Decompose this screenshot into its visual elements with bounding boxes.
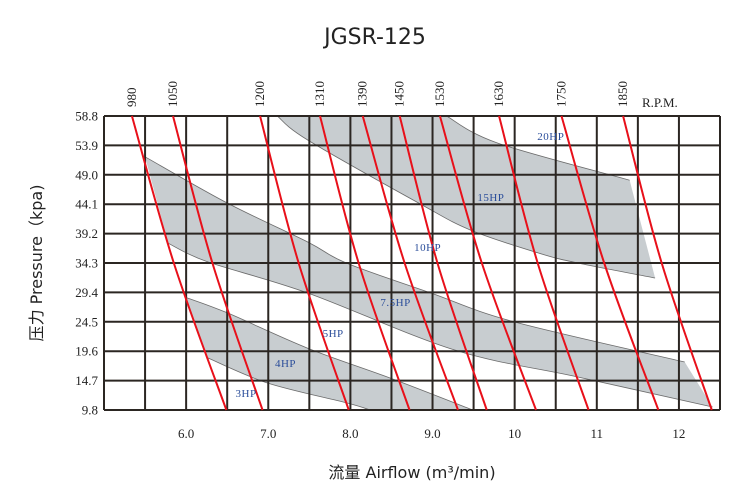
rpm-label: 1390 [355, 81, 370, 107]
rpm-unit-label: R.P.M. [642, 95, 678, 110]
y-tick-label: 58.8 [75, 109, 98, 124]
labels: 20HP 15HP 10HP 7.5HP 5HP 4HP 3HP [236, 131, 564, 400]
y-tick-label: 53.9 [75, 138, 98, 153]
band-lower-edge [167, 242, 713, 408]
hp-label: 7.5HP [380, 297, 410, 309]
rpm-label: 1630 [491, 81, 506, 107]
rpm-curve-1850 [622, 115, 713, 411]
hp-label: 10HP [414, 242, 441, 254]
hp-band [277, 116, 656, 278]
rpm-curve-1200 [259, 115, 350, 411]
x-tick-label: 8.0 [342, 426, 358, 441]
hp-label: 5HP [323, 328, 344, 340]
hp-label: 4HP [275, 358, 296, 370]
hp-label: 3HP [236, 388, 257, 400]
rpm-label: 1310 [312, 81, 327, 107]
x-tick-label: 7.0 [260, 426, 276, 441]
rpm-curve-1750 [560, 115, 660, 411]
y-tick-label: 9.8 [82, 403, 98, 418]
y-tick-label: 49.0 [75, 167, 98, 182]
y-tick-label: 39.2 [75, 226, 98, 241]
rpm-label: 1050 [165, 81, 180, 107]
rpm-label: 980 [124, 88, 139, 108]
y-tick-label: 29.4 [75, 285, 98, 300]
x-axis-label: 流量 Airflow (m³/min) [328, 463, 495, 482]
rpm-curve-1050 [172, 115, 264, 411]
grid: 58.8 53.9 49.0 44.1 39.2 34.3 29.4 24.5 19.6 14.7… [75, 109, 721, 441]
x-tick-label: 9.0 [424, 426, 440, 441]
rpm-curve-1450 [398, 115, 488, 411]
rpm-curve-980 [130, 115, 228, 411]
rpm-curve-1630 [498, 115, 590, 411]
hp-label: 20HP [537, 131, 564, 143]
band-lower-edge [207, 357, 371, 411]
rpm-curves: 980 1050 1200 1310 1390 1450 1530 1630 1750 1850 [124, 81, 713, 411]
x-tick-label: 11 [591, 426, 604, 441]
hp-band [145, 156, 713, 407]
x-tick-label: 10 [508, 426, 521, 441]
y-tick-label: 24.5 [75, 314, 98, 329]
rpm-label: 1850 [615, 81, 630, 107]
rpm-curve-1530 [438, 115, 537, 411]
x-tick-label: 12 [672, 426, 685, 441]
x-tick-label: 6.0 [178, 426, 194, 441]
y-tick-label: 14.7 [75, 373, 98, 388]
y-tick-label: 44.1 [75, 197, 98, 212]
y-axis-label: 压力 Pressure（kpa) [27, 185, 46, 342]
rpm-curve-1310 [319, 115, 411, 411]
rpm-curve-1390 [361, 115, 459, 411]
y-tick-label: 34.3 [75, 256, 98, 271]
rpm-label: 1750 [553, 81, 568, 107]
rpm-label: 1530 [432, 81, 447, 107]
rpm-label: 1200 [252, 81, 267, 107]
rpm-label: 1450 [392, 81, 407, 107]
band-upper-edge [185, 296, 473, 411]
chart-title: JGSR-125 [322, 25, 426, 50]
y-tick-label: 19.6 [75, 344, 98, 359]
hp-label: 15HP [477, 192, 504, 204]
